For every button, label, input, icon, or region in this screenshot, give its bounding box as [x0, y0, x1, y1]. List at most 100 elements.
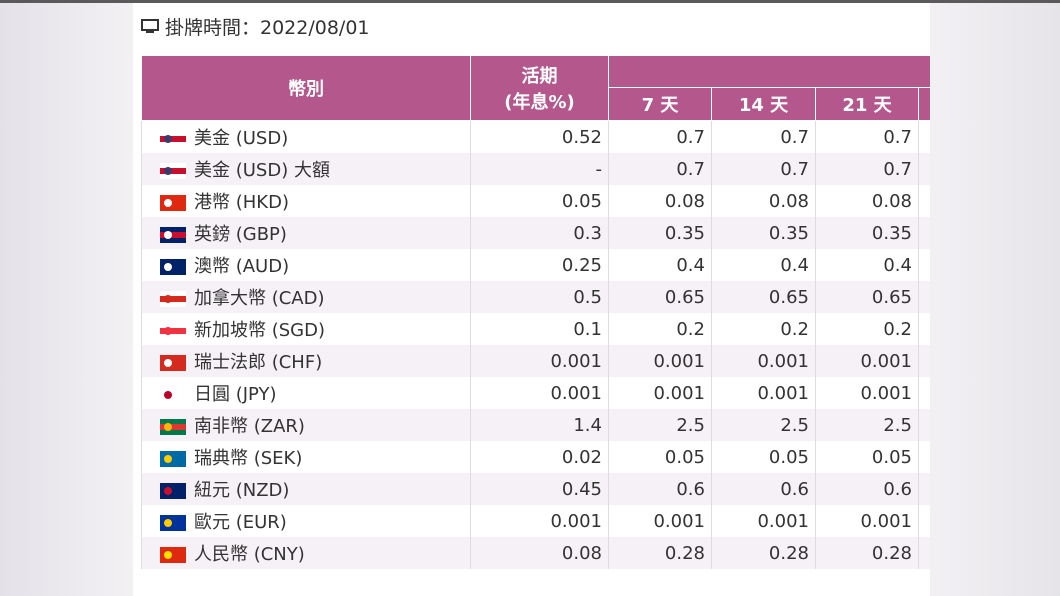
rate-value: 0.001 [653, 350, 705, 372]
rate-cell: 0.25 [470, 249, 609, 281]
rate-value: 1.4 [573, 414, 602, 436]
rate-cell: 0.001 [470, 345, 609, 377]
rate-cell: 0.2 [608, 313, 712, 345]
partial-cell [918, 409, 930, 441]
partial-cell [918, 281, 930, 313]
rate-cell: 0.05 [815, 441, 919, 473]
flag-icon [160, 227, 186, 243]
currency-name: 美金 (USD) 大額 [194, 160, 330, 181]
flag-icon [160, 323, 186, 339]
rate-table: 幣別 活期 (年息%) 7 天 14 天 21 天 美金 (USD) 0.52 0.7 0.… [141, 55, 930, 569]
table-row: 美金 (USD) 大額 - 0.7 0.7 0.7 [141, 153, 930, 185]
currency-name: 人民幣 (CNY) [194, 544, 305, 565]
currency-cell: 人民幣 (CNY) [141, 537, 471, 569]
rate-value: 0.4 [676, 254, 705, 276]
currency-cell: 瑞士法郎 (CHF) [141, 345, 471, 377]
rate-value: 0.1 [573, 318, 602, 340]
partial-cell [918, 217, 930, 249]
rate-value: 2.5 [676, 414, 705, 436]
table-row: 瑞典幣 (SEK) 0.02 0.05 0.05 0.05 [141, 441, 930, 473]
rate-value: 0.7 [676, 126, 705, 148]
rate-value: 0.28 [768, 542, 809, 564]
rate-value: - [595, 158, 603, 180]
table-row: 新加坡幣 (SGD) 0.1 0.2 0.2 0.2 [141, 313, 930, 345]
partial-cell [918, 505, 930, 537]
rate-value: 0.001 [757, 510, 809, 532]
table-row: 人民幣 (CNY) 0.08 0.28 0.28 0.28 [141, 537, 930, 569]
rate-cell: 0.001 [815, 345, 919, 377]
partial-cell [918, 153, 930, 185]
partial-cell [918, 120, 930, 153]
rate-value: 0.6 [780, 478, 809, 500]
rate-cell: 0.7 [608, 120, 712, 153]
table-row: 歐元 (EUR) 0.001 0.001 0.001 0.001 [141, 505, 930, 537]
rate-cell: 0.3 [470, 217, 609, 249]
rate-value: 0.001 [550, 382, 602, 404]
table-row: 紐元 (NZD) 0.45 0.6 0.6 0.6 [141, 473, 930, 505]
rate-value: 0.7 [883, 158, 912, 180]
currency-cell: 美金 (USD) [141, 120, 471, 153]
header-demand: 活期 (年息%) [470, 55, 609, 121]
rate-value: 0.08 [561, 542, 602, 564]
rate-cell: 0.35 [815, 217, 919, 249]
table-row: 加拿大幣 (CAD) 0.5 0.65 0.65 0.65 [141, 281, 930, 313]
rate-value: 0.28 [664, 542, 705, 564]
rate-value: 0.52 [561, 126, 602, 148]
header-demand-line1: 活期 [521, 66, 558, 87]
rate-value: 0.001 [550, 350, 602, 372]
rate-value: 0.6 [883, 478, 912, 500]
title: 掛牌時間：2022/08/01 [165, 17, 370, 39]
flag-icon [160, 355, 186, 371]
rate-cell: 0.001 [815, 505, 919, 537]
flag-icon [160, 515, 186, 531]
flag-icon [160, 259, 186, 275]
currency-name: 紐元 (NZD) [194, 480, 290, 501]
rate-cell: 2.5 [608, 409, 712, 441]
currency-name: 港幣 (HKD) [194, 192, 289, 213]
header-currency: 幣別 [141, 55, 471, 121]
rate-value: 0.4 [883, 254, 912, 276]
currency-cell: 歐元 (EUR) [141, 505, 471, 537]
rate-value: 0.35 [768, 222, 809, 244]
rate-value: 0.08 [664, 190, 705, 212]
rate-cell: 0.28 [608, 537, 712, 569]
table-row: 美金 (USD) 0.52 0.7 0.7 0.7 [141, 120, 930, 153]
currency-name: 瑞士法郎 (CHF) [194, 352, 323, 373]
currency-cell: 加拿大幣 (CAD) [141, 281, 471, 313]
rate-cell: 0.28 [711, 537, 816, 569]
rate-cell: 0.2 [815, 313, 919, 345]
timestamp: 掛牌時間：2022/08/01 [141, 13, 370, 40]
rate-value: 0.05 [561, 190, 602, 212]
partial-cell [918, 313, 930, 345]
currency-name: 日圓 (JPY) [194, 384, 277, 405]
currency-name: 南非幣 (ZAR) [194, 416, 305, 437]
currency-cell: 新加坡幣 (SGD) [141, 313, 471, 345]
header-term: 14 天 [711, 87, 816, 121]
flag-icon [160, 547, 186, 563]
partial-cell [918, 377, 930, 409]
rate-value: 0.001 [757, 350, 809, 372]
currency-name: 美金 (USD) [194, 128, 289, 149]
rate-value: 0.45 [561, 478, 602, 500]
rate-cell: 0.001 [711, 505, 816, 537]
currency-name: 新加坡幣 (SGD) [194, 320, 326, 341]
partial-cell [918, 441, 930, 473]
rate-value: 0.25 [561, 254, 602, 276]
flag-icon [160, 131, 186, 147]
rate-value: 0.001 [860, 510, 912, 532]
currency-cell: 港幣 (HKD) [141, 185, 471, 217]
rate-cell: 0.05 [711, 441, 816, 473]
flag-icon [160, 419, 186, 435]
currency-name: 歐元 (EUR) [194, 512, 287, 533]
rate-cell: 0.05 [470, 185, 609, 217]
currency-cell: 紐元 (NZD) [141, 473, 471, 505]
rate-cell: 0.65 [711, 281, 816, 313]
rate-cell: 0.35 [711, 217, 816, 249]
table-row: 英鎊 (GBP) 0.3 0.35 0.35 0.35 [141, 217, 930, 249]
rate-value: 0.3 [573, 222, 602, 244]
rate-cell: 0.4 [815, 249, 919, 281]
rate-value: 0.7 [676, 158, 705, 180]
rate-value: 0.7 [780, 126, 809, 148]
header-term-partial [918, 87, 930, 121]
rate-cell: 0.001 [711, 345, 816, 377]
